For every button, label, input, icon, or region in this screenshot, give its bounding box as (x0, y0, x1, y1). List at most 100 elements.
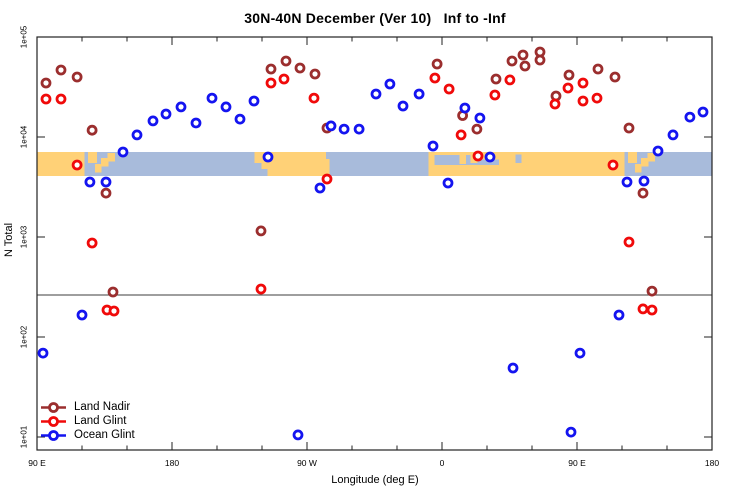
point-ocean-glint (613, 309, 625, 321)
point-ocean-glint (574, 347, 586, 359)
point-land-nadir (506, 55, 518, 67)
point-land-nadir (623, 122, 635, 134)
point-land-glint (549, 98, 561, 110)
map-band-land (107, 153, 115, 162)
point-ocean-glint (353, 123, 365, 135)
point-ocean-glint (384, 78, 396, 90)
point-ocean-glint (397, 100, 409, 112)
point-land-glint (646, 304, 658, 316)
point-land-nadir (40, 77, 52, 89)
x-tick-label: 180 (164, 458, 180, 468)
point-land-glint (429, 72, 441, 84)
legend-label: Land Glint (74, 415, 127, 428)
point-ocean-glint (234, 113, 246, 125)
chart-title: 30N-40N December (Ver 10) Inf to -Inf (244, 10, 506, 26)
point-ocean-glint (565, 426, 577, 438)
point-ocean-glint (220, 101, 232, 113)
point-land-glint (308, 92, 320, 104)
y-tick-label: 1e+02 (19, 325, 29, 349)
point-ocean-glint (667, 129, 679, 141)
point-land-glint (489, 89, 501, 101)
point-land-glint (607, 159, 619, 171)
point-ocean-glint (652, 145, 664, 157)
point-ocean-glint (117, 146, 129, 158)
point-land-nadir (294, 62, 306, 74)
point-land-nadir (490, 73, 502, 85)
point-land-nadir (534, 54, 546, 66)
point-land-glint (637, 303, 649, 315)
point-ocean-glint (507, 362, 519, 374)
point-land-nadir (592, 63, 604, 75)
point-ocean-glint (413, 88, 425, 100)
point-ocean-glint (248, 95, 260, 107)
legend-label: Ocean Glint (74, 429, 135, 442)
point-land-nadir (100, 187, 112, 199)
point-land-glint (255, 283, 267, 295)
map-band-sea-detail (261, 168, 268, 176)
legend-label: Land Nadir (74, 400, 131, 413)
point-land-glint (562, 82, 574, 94)
y-tick-label: 1e+05 (19, 25, 29, 49)
point-ocean-glint (621, 176, 633, 188)
point-land-glint (40, 93, 52, 105)
point-land-nadir (646, 285, 658, 297)
legend-marker-icon (41, 401, 66, 413)
point-land-glint (455, 129, 467, 141)
point-land-glint (321, 173, 333, 185)
map-band-sea-detail (434, 154, 499, 166)
point-ocean-glint (175, 101, 187, 113)
legend: Land Nadir Land Glint Ocean Glint (40, 400, 135, 443)
point-land-nadir (309, 68, 321, 80)
point-ocean-glint (206, 92, 218, 104)
point-land-nadir (86, 124, 98, 136)
point-ocean-glint (459, 102, 471, 114)
point-land-nadir (255, 225, 267, 237)
x-tick-label: 180 (704, 458, 720, 468)
x-tick-label: 90 E (568, 458, 586, 468)
map-band-sea-detail (254, 162, 262, 176)
point-land-glint (577, 77, 589, 89)
point-ocean-glint (314, 182, 326, 194)
point-ocean-glint (442, 177, 454, 189)
map-band-land (640, 158, 649, 167)
point-ocean-glint (338, 123, 350, 135)
plot-box (36, 36, 713, 451)
point-ocean-glint (292, 429, 304, 441)
map-band-land (88, 152, 97, 163)
point-ocean-glint (37, 347, 49, 359)
point-ocean-glint (160, 108, 172, 120)
point-ocean-glint (427, 140, 439, 152)
point-land-glint (108, 305, 120, 317)
point-ocean-glint (76, 309, 88, 321)
x-axis-title: Longitude (deg E) (331, 474, 419, 486)
point-land-glint (504, 74, 516, 86)
map-band-land (628, 152, 637, 163)
point-land-nadir (280, 55, 292, 67)
point-ocean-glint (262, 151, 274, 163)
map-band-land-detail (459, 154, 467, 164)
point-land-nadir (71, 71, 83, 83)
point-land-nadir (519, 60, 531, 72)
x-tick-label: 0 (439, 458, 445, 468)
point-land-nadir (517, 49, 529, 61)
x-tick-label: 90 E (28, 458, 46, 468)
point-land-glint (71, 159, 83, 171)
point-land-glint (591, 92, 603, 104)
point-land-nadir (471, 123, 483, 135)
point-land-glint (55, 93, 67, 105)
point-land-glint (265, 77, 277, 89)
y-tick-label: 1e+01 (19, 425, 29, 449)
map-band-land (94, 164, 102, 173)
point-ocean-glint (100, 176, 112, 188)
map-band-land (634, 164, 642, 173)
y-axis-title: N Total (3, 222, 15, 258)
legend-marker-icon (41, 416, 66, 427)
legend-row: Land Glint (40, 414, 135, 428)
map-band-land (100, 158, 109, 167)
point-land-nadir (265, 63, 277, 75)
point-land-nadir (637, 187, 649, 199)
map-band-land (647, 153, 655, 162)
point-land-glint (278, 73, 290, 85)
point-land-glint (443, 83, 455, 95)
